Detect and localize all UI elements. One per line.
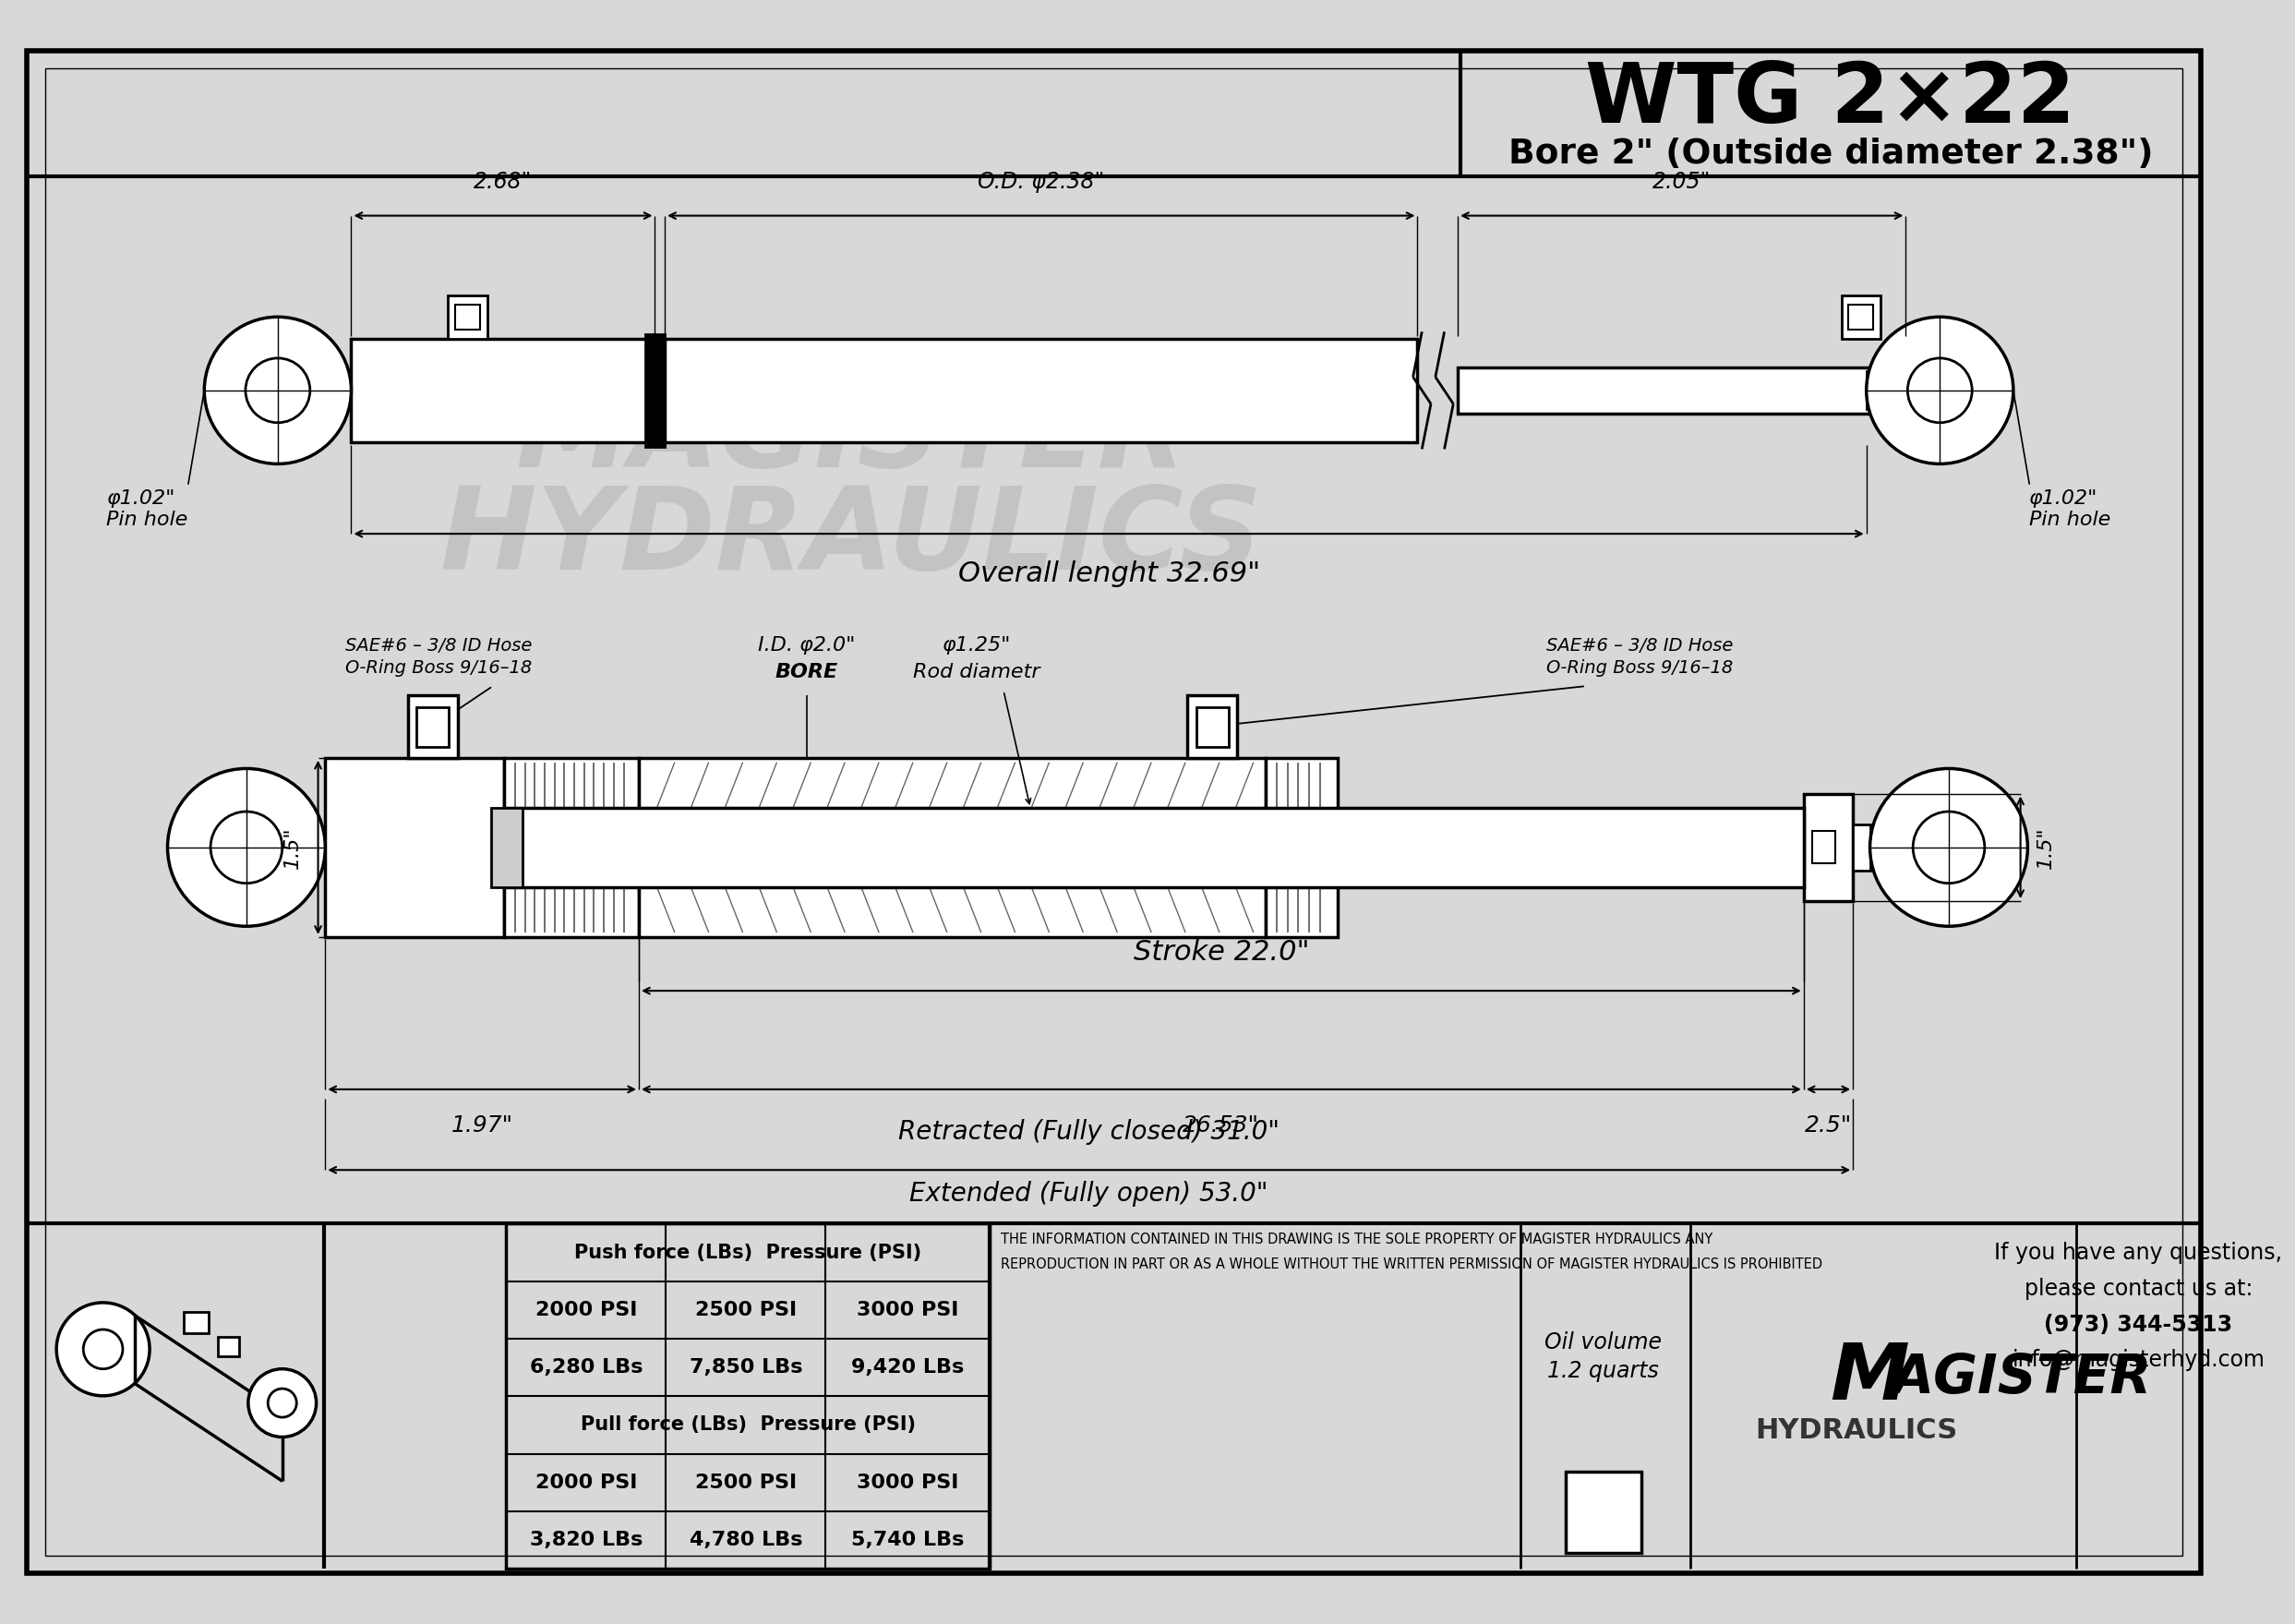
- Text: Extended (Fully open) 53.0": Extended (Fully open) 53.0": [909, 1181, 1269, 1207]
- Bar: [1267, 758, 1338, 937]
- Bar: [218, 1337, 239, 1356]
- Text: SAE#6 – 3/8 ID Hose: SAE#6 – 3/8 ID Hose: [347, 637, 532, 654]
- Text: SHIPPING: SHIPPING: [1574, 1504, 1634, 1517]
- Circle shape: [1866, 317, 2013, 464]
- Bar: [638, 758, 1267, 937]
- Text: Rod diametr: Rod diametr: [913, 663, 1040, 682]
- Circle shape: [1914, 812, 1985, 883]
- Circle shape: [1870, 768, 2029, 926]
- Text: Bore 2" (Outside diameter 2.38"): Bore 2" (Outside diameter 2.38"): [1508, 136, 2153, 171]
- Text: Pull force (LBs)  Pressure (PSI): Pull force (LBs) Pressure (PSI): [581, 1416, 916, 1434]
- Bar: [1847, 305, 1873, 330]
- Text: O-Ring Boss 9/16–18: O-Ring Boss 9/16–18: [347, 659, 532, 677]
- Text: 2000 PSI: 2000 PSI: [535, 1473, 638, 1492]
- Text: 1.5": 1.5": [2036, 827, 2054, 869]
- Circle shape: [246, 359, 310, 422]
- Text: 1.2 quarts: 1.2 quarts: [1547, 1359, 1659, 1382]
- Text: HYDRAULICS: HYDRAULICS: [1756, 1416, 1958, 1444]
- Text: O.D. φ2.38": O.D. φ2.38": [978, 171, 1104, 193]
- Text: SAE#6 – 3/8 ID Hose: SAE#6 – 3/8 ID Hose: [1547, 637, 1733, 654]
- Text: 3000 PSI: 3000 PSI: [856, 1473, 959, 1492]
- Text: THE INFORMATION CONTAINED IN THIS DRAWING IS THE SOLE PROPERTY OF MAGISTER HYDRA: THE INFORMATION CONTAINED IN THIS DRAWIN…: [1001, 1233, 1712, 1247]
- Text: 2.68": 2.68": [473, 171, 532, 193]
- Text: M: M: [1829, 1340, 1909, 1416]
- Bar: [1457, 367, 1905, 414]
- Bar: [1905, 339, 1960, 442]
- Text: Overall lenght 32.69": Overall lenght 32.69": [957, 560, 1260, 588]
- Circle shape: [269, 1389, 296, 1418]
- Circle shape: [83, 1330, 122, 1369]
- Bar: [454, 305, 480, 330]
- Text: 5,740 LBs: 5,740 LBs: [851, 1531, 964, 1549]
- Text: 26.53": 26.53": [1182, 1114, 1260, 1137]
- Bar: [645, 335, 666, 447]
- Bar: [1187, 695, 1237, 758]
- Text: Push force (LBs)  Pressure (PSI): Push force (LBs) Pressure (PSI): [574, 1244, 923, 1262]
- Text: AGISTER: AGISTER: [1893, 1353, 2153, 1405]
- Bar: [326, 758, 505, 937]
- Bar: [491, 809, 523, 887]
- Text: HYDRAULICS: HYDRAULICS: [441, 482, 1262, 594]
- Text: 4,780 LBs: 4,780 LBs: [688, 1531, 803, 1549]
- Text: φ1.02"
Pin hole: φ1.02" Pin hole: [2029, 489, 2111, 529]
- Text: 6,280 LBs: 6,280 LBs: [530, 1358, 643, 1377]
- Text: φ1.25": φ1.25": [943, 637, 1012, 654]
- Text: Oil volume: Oil volume: [1545, 1332, 1662, 1353]
- Bar: [1852, 823, 1870, 870]
- Text: 2000 PSI: 2000 PSI: [535, 1301, 638, 1319]
- Bar: [184, 1312, 209, 1333]
- Text: 7,850 LBs: 7,850 LBs: [688, 1358, 803, 1377]
- Text: O-Ring Boss 9/16–18: O-Ring Boss 9/16–18: [1547, 659, 1733, 677]
- Text: φ1.02"
Pin hole: φ1.02" Pin hole: [106, 489, 188, 529]
- Circle shape: [204, 317, 351, 464]
- Text: 1.5": 1.5": [285, 827, 303, 869]
- Bar: [1804, 794, 1852, 901]
- Text: info@magisterhyd.com: info@magisterhyd.com: [2013, 1350, 2265, 1371]
- Bar: [448, 296, 487, 339]
- Bar: [507, 1224, 989, 1569]
- Text: BORE: BORE: [776, 663, 838, 682]
- Bar: [409, 695, 459, 758]
- Text: (973) 344-5313: (973) 344-5313: [2045, 1314, 2233, 1335]
- Bar: [418, 708, 450, 747]
- Bar: [505, 809, 1804, 887]
- Text: 2.5": 2.5": [1804, 1114, 1852, 1137]
- Bar: [1813, 831, 1836, 864]
- Text: 2500 PSI: 2500 PSI: [695, 1301, 796, 1319]
- Text: 9,420 LBs: 9,420 LBs: [851, 1358, 964, 1377]
- Bar: [1866, 372, 1960, 409]
- Text: If you have any questions,: If you have any questions,: [1994, 1242, 2281, 1263]
- Bar: [1841, 296, 1880, 339]
- Text: 1.97": 1.97": [452, 1114, 514, 1137]
- Text: MAGISTER: MAGISTER: [516, 380, 1187, 490]
- Text: 2500 PSI: 2500 PSI: [695, 1473, 796, 1492]
- Text: WTG 2×22: WTG 2×22: [1586, 60, 2075, 141]
- Bar: [666, 339, 1418, 442]
- Bar: [505, 758, 638, 937]
- Bar: [1196, 708, 1228, 747]
- Circle shape: [168, 768, 326, 926]
- Text: 2.05": 2.05": [1652, 171, 1712, 193]
- Circle shape: [57, 1302, 149, 1395]
- Text: Retracted (Fully closed) 31.0": Retracted (Fully closed) 31.0": [897, 1119, 1281, 1145]
- Circle shape: [248, 1369, 317, 1437]
- Text: 3000 PSI: 3000 PSI: [856, 1301, 959, 1319]
- Bar: [351, 339, 656, 442]
- Text: Stroke 22.0": Stroke 22.0": [1134, 939, 1308, 966]
- Circle shape: [1907, 359, 1971, 422]
- Text: I.D. φ2.0": I.D. φ2.0": [757, 637, 856, 654]
- Text: FREE: FREE: [1579, 1483, 1629, 1501]
- Text: REPRODUCTION IN PART OR AS A WHOLE WITHOUT THE WRITTEN PERMISSION OF MAGISTER HY: REPRODUCTION IN PART OR AS A WHOLE WITHO…: [1001, 1259, 1822, 1272]
- Text: please contact us at:: please contact us at:: [2024, 1278, 2251, 1299]
- Bar: [1565, 1471, 1641, 1553]
- Circle shape: [211, 812, 282, 883]
- Text: 3,820 LBs: 3,820 LBs: [530, 1531, 643, 1549]
